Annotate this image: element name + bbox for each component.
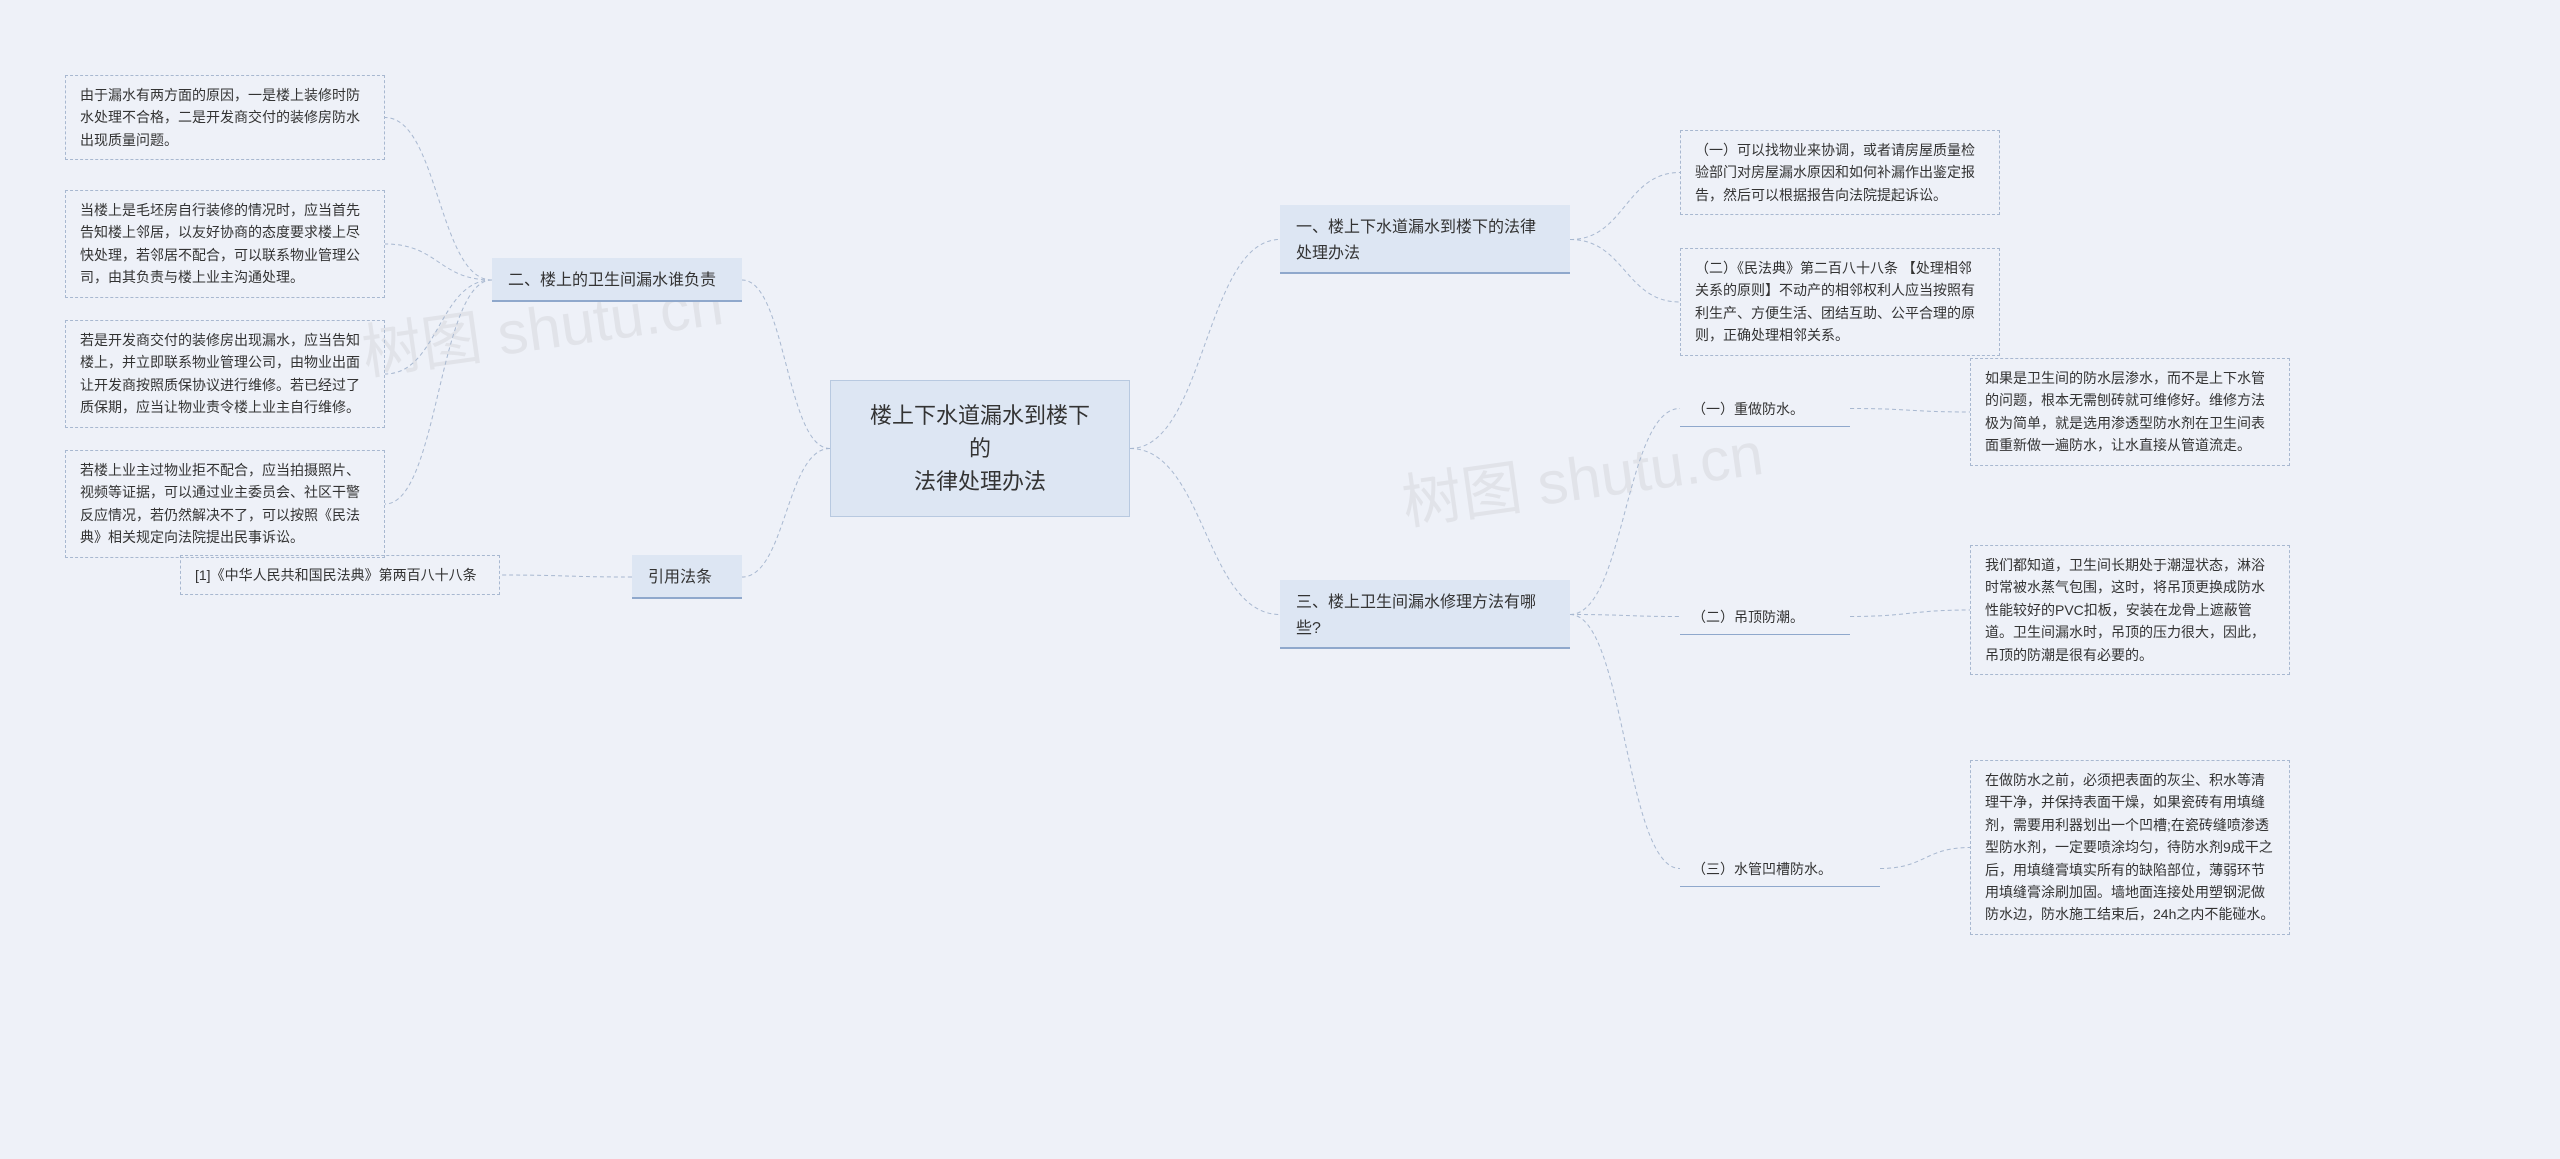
leaf-3-3[interactable]: （三）水管凹槽防水。: [1680, 850, 1880, 887]
branch-section-2[interactable]: 二、楼上的卫生间漏水谁负责: [492, 258, 742, 302]
desc-3-3: 在做防水之前，必须把表面的灰尘、积水等清理干净，并保持表面干燥，如果瓷砖有用填缝…: [1970, 760, 2290, 935]
branch-section-3[interactable]: 三、楼上卫生间漏水修理方法有哪些?: [1280, 580, 1570, 649]
branch-references[interactable]: 引用法条: [632, 555, 742, 599]
mindmap-root[interactable]: 楼上下水道漏水到楼下的法律处理办法: [830, 380, 1130, 517]
leaf-3-2[interactable]: （二）吊顶防潮。: [1680, 598, 1850, 635]
desc-ref-1: [1]《中华人民共和国民法典》第两百八十八条: [180, 555, 500, 595]
leaf-3-1[interactable]: （一）重做防水。: [1680, 390, 1850, 427]
desc-2-4: 若楼上业主过物业拒不配合，应当拍摄照片、视频等证据，可以通过业主委员会、社区干警…: [65, 450, 385, 558]
desc-2-2: 当楼上是毛坯房自行装修的情况时，应当首先告知楼上邻居，以友好协商的态度要求楼上尽…: [65, 190, 385, 298]
desc-3-1: 如果是卫生间的防水层渗水，而不是上下水管的问题，根本无需刨砖就可维修好。维修方法…: [1970, 358, 2290, 466]
branch-section-1[interactable]: 一、楼上下水道漏水到楼下的法律处理办法: [1280, 205, 1570, 274]
desc-1-2: （二）《民法典》第二百八十八条 【处理相邻关系的原则】不动产的相邻权利人应当按照…: [1680, 248, 2000, 356]
desc-1-1: （一）可以找物业来协调，或者请房屋质量检验部门对房屋漏水原因和如何补漏作出鉴定报…: [1680, 130, 2000, 215]
desc-3-2: 我们都知道，卫生间长期处于潮湿状态，淋浴时常被水蒸气包围，这时，将吊顶更换成防水…: [1970, 545, 2290, 675]
desc-2-3: 若是开发商交付的装修房出现漏水，应当告知楼上，并立即联系物业管理公司，由物业出面…: [65, 320, 385, 428]
desc-2-1: 由于漏水有两方面的原因，一是楼上装修时防水处理不合格，二是开发商交付的装修房防水…: [65, 75, 385, 160]
